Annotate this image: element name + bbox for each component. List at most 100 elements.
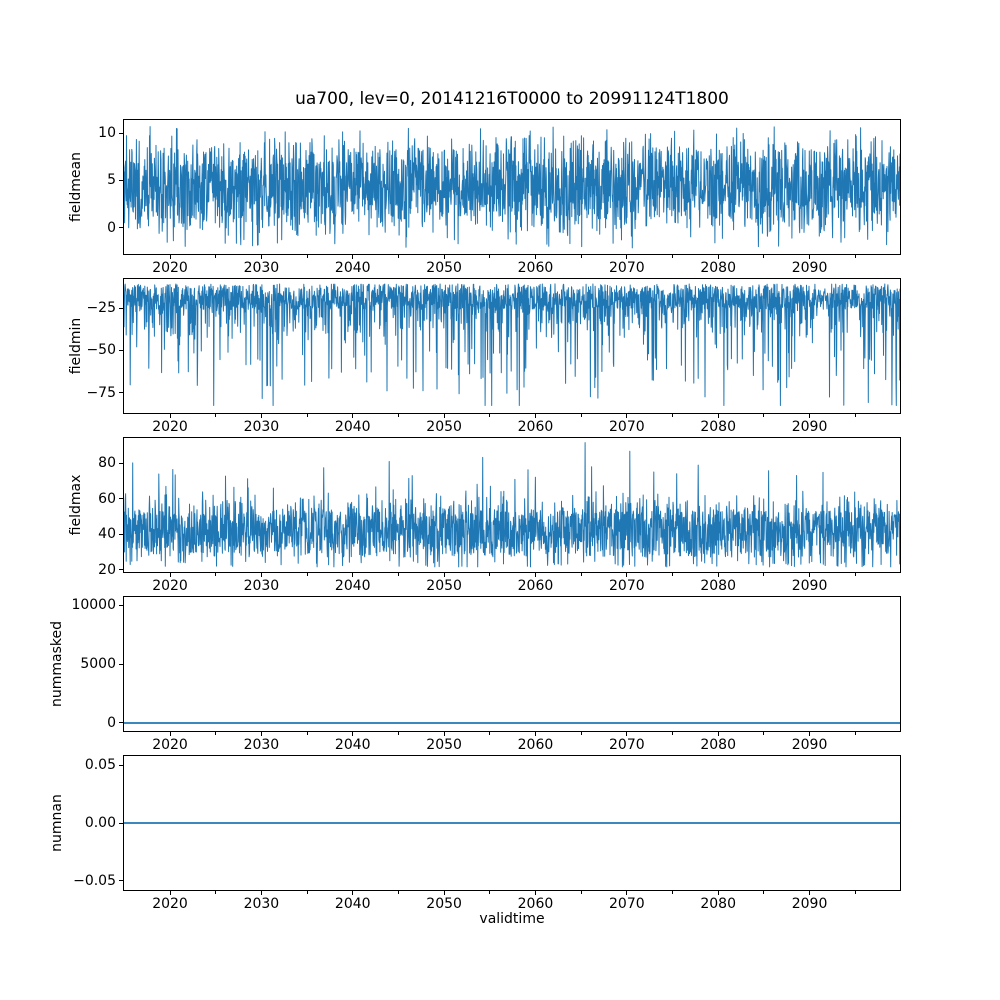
x-tick [717, 891, 719, 895]
x-minor-tick [854, 573, 856, 576]
x-minor-tick [672, 891, 674, 894]
x-minor-tick [763, 573, 765, 576]
x-tick-label: 2030 [243, 737, 280, 753]
x-tick-label: 2040 [334, 578, 371, 594]
y-tick [119, 880, 123, 882]
x-minor-tick [854, 891, 856, 894]
x-minor-tick [397, 573, 399, 576]
x-tick [626, 891, 628, 895]
x-tick [443, 255, 445, 259]
x-minor-tick [306, 573, 308, 576]
x-tick-label: 2070 [609, 737, 645, 753]
x-minor-tick [489, 891, 491, 894]
y-tick [119, 663, 123, 665]
x-tick [169, 891, 171, 895]
x-tick-label: 2060 [517, 578, 554, 594]
x-tick [626, 732, 628, 736]
x-tick-label: 2070 [609, 896, 645, 912]
x-tick [260, 891, 262, 895]
x-minor-tick [854, 732, 856, 735]
x-tick [260, 732, 262, 736]
x-minor-tick [580, 414, 582, 417]
x-tick-label: 2040 [334, 260, 371, 276]
fieldmin-series-line [124, 283, 900, 406]
x-tick [809, 255, 811, 259]
x-tick-label: 2060 [517, 896, 554, 912]
x-tick [534, 255, 536, 259]
x-tick [443, 573, 445, 577]
x-minor-tick [397, 255, 399, 258]
y-tick-label: −50 [86, 342, 116, 359]
x-axis-label: validtime [479, 911, 545, 927]
y-tick [119, 604, 123, 606]
y-tick-label: 0.00 [84, 815, 116, 831]
y-tick-label: 0.05 [84, 757, 116, 774]
x-tick-label: 2060 [517, 737, 554, 753]
y-tick-label: 10000 [71, 597, 116, 613]
x-tick-label: 2090 [791, 260, 828, 276]
y-tick-label: 20 [98, 561, 116, 578]
x-minor-tick [215, 732, 217, 735]
x-minor-tick [763, 414, 765, 417]
x-minor-tick [306, 891, 308, 894]
subplot-nummasked [123, 596, 901, 732]
x-tick [534, 732, 536, 736]
x-minor-tick [763, 732, 765, 735]
x-tick [443, 732, 445, 736]
x-minor-tick [306, 732, 308, 735]
y-tick [119, 822, 123, 824]
x-tick [443, 414, 445, 418]
y-tick-label: 40 [98, 526, 116, 543]
x-tick [809, 732, 811, 736]
x-tick [626, 573, 628, 577]
y-tick-label: −75 [86, 384, 116, 401]
x-tick-label: 2050 [426, 896, 462, 912]
y-tick-label: 80 [98, 455, 116, 472]
x-tick [717, 732, 719, 736]
x-tick [352, 891, 354, 895]
y-tick-label: −25 [86, 300, 116, 316]
x-tick-label: 2090 [791, 419, 828, 435]
x-minor-tick [397, 414, 399, 417]
x-minor-tick [489, 732, 491, 735]
x-minor-tick [489, 414, 491, 417]
x-tick-label: 2020 [152, 737, 188, 753]
x-minor-tick [854, 255, 856, 258]
x-minor-tick [215, 573, 217, 576]
y-tick-label: 0 [107, 219, 116, 236]
x-tick-label: 2090 [791, 896, 828, 912]
x-minor-tick [306, 414, 308, 417]
x-minor-tick [672, 414, 674, 417]
x-tick-label: 2030 [243, 419, 280, 435]
x-minor-tick [672, 732, 674, 735]
x-tick [169, 414, 171, 418]
x-tick [534, 891, 536, 895]
x-tick-label: 2050 [426, 260, 462, 276]
x-tick-label: 2020 [152, 419, 188, 435]
x-minor-tick [489, 573, 491, 576]
y-tick [119, 462, 123, 464]
y-tick [119, 764, 123, 766]
x-tick [809, 573, 811, 577]
y-tick [119, 227, 123, 229]
x-tick [626, 414, 628, 418]
x-tick-label: 2020 [152, 578, 188, 594]
x-minor-tick [306, 255, 308, 258]
x-tick-label: 2050 [426, 737, 462, 753]
x-tick-label: 2030 [243, 578, 280, 594]
x-tick [352, 573, 354, 577]
x-minor-tick [580, 573, 582, 576]
y-tick [119, 132, 123, 134]
y-tick-label: 5 [107, 172, 116, 189]
x-tick [352, 732, 354, 736]
x-minor-tick [215, 255, 217, 258]
x-minor-tick [580, 732, 582, 735]
x-tick-label: 2040 [334, 896, 371, 912]
y-tick-label: 10 [98, 125, 116, 141]
x-tick [717, 414, 719, 418]
x-tick [717, 573, 719, 577]
x-tick [809, 414, 811, 418]
x-minor-tick [672, 573, 674, 576]
y-tick-label: 5000 [80, 656, 116, 672]
y-tick-label: −0.05 [73, 872, 116, 889]
